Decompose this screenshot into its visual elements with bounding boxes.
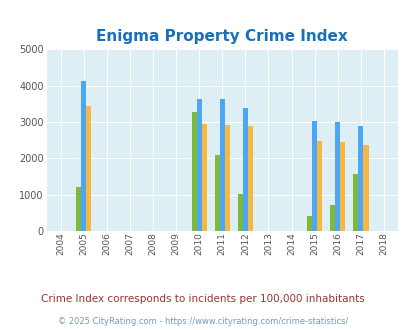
Bar — [352, 174, 358, 231]
Bar — [306, 216, 311, 231]
Bar — [362, 145, 368, 231]
Bar — [214, 155, 219, 231]
Bar — [358, 126, 362, 231]
Bar — [237, 194, 242, 231]
Bar — [339, 142, 345, 231]
Bar — [86, 106, 91, 231]
Title: Enigma Property Crime Index: Enigma Property Crime Index — [96, 29, 347, 44]
Bar — [81, 81, 86, 231]
Bar — [191, 112, 196, 231]
Bar — [311, 121, 316, 231]
Bar — [201, 124, 206, 231]
Bar — [316, 141, 322, 231]
Bar — [242, 108, 247, 231]
Bar — [76, 187, 81, 231]
Bar — [224, 125, 229, 231]
Bar — [247, 126, 252, 231]
Bar — [335, 122, 339, 231]
Bar — [329, 205, 335, 231]
Text: © 2025 CityRating.com - https://www.cityrating.com/crime-statistics/: © 2025 CityRating.com - https://www.city… — [58, 317, 347, 326]
Bar — [196, 99, 201, 231]
Text: Crime Index corresponds to incidents per 100,000 inhabitants: Crime Index corresponds to incidents per… — [41, 294, 364, 304]
Bar — [219, 99, 224, 231]
